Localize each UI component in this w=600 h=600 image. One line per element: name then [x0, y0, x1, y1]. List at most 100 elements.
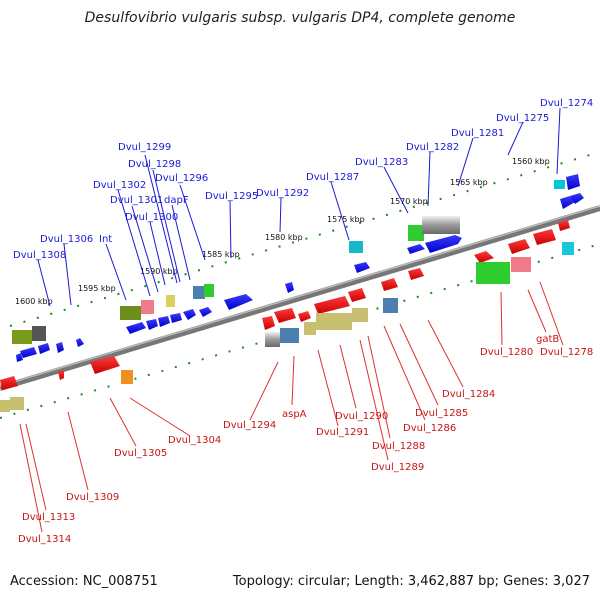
label-leader — [539, 281, 564, 346]
kbp-label: 1570 kbp — [390, 197, 428, 206]
gene-label[interactable]: Dvul_1290 — [335, 411, 388, 422]
gene-label[interactable]: Dvul_1292 — [256, 188, 309, 199]
gene-label[interactable]: Dvul_1291 — [316, 427, 369, 438]
gene-arrow[interactable] — [56, 342, 64, 353]
label-leader — [117, 189, 151, 297]
gene-arrow[interactable] — [570, 193, 584, 204]
gene-arrow[interactable] — [425, 235, 462, 253]
gene-label[interactable]: Int — [99, 234, 112, 245]
reverse-label-leaders — [19, 281, 564, 533]
label-leader — [179, 184, 206, 261]
gene-arrow[interactable] — [76, 338, 84, 347]
gene-arrow[interactable] — [348, 288, 366, 302]
feature-box — [422, 216, 460, 234]
gene-arrow[interactable] — [90, 356, 120, 374]
gene-label[interactable]: Dvul_1299 — [118, 142, 171, 153]
gene-label[interactable]: Dvul_1284 — [442, 389, 495, 400]
label-leader — [383, 325, 426, 421]
gene-label[interactable]: Dvul_1288 — [372, 441, 425, 452]
gene-label[interactable]: aspA — [282, 409, 307, 420]
label-leader — [37, 259, 51, 307]
gene-arrow[interactable] — [20, 347, 37, 358]
gene-arrow[interactable] — [285, 282, 294, 293]
genome-stats-label: Topology: circular; Length: 3,462,887 bp… — [232, 574, 590, 589]
gene-label[interactable]: Dvul_1289 — [371, 462, 424, 473]
gene-arrow[interactable] — [408, 268, 424, 280]
gene-arrow[interactable] — [298, 311, 311, 322]
gene-label[interactable]: Dvul_1313 — [22, 512, 75, 523]
feature-box — [265, 332, 280, 347]
gene-label[interactable]: gatB — [536, 334, 559, 345]
gene-label[interactable]: Dvul_1281 — [451, 128, 504, 139]
kbp-label: 1560 kbp — [512, 157, 550, 166]
gene-arrow[interactable] — [558, 220, 570, 231]
forward-label-leaders — [37, 107, 561, 307]
genome-backbone — [0, 205, 600, 391]
label-leader — [367, 335, 391, 439]
gene-label[interactable]: Dvul_1306 — [40, 234, 93, 245]
gene-label[interactable]: dapF — [164, 195, 189, 206]
gene-label[interactable]: Dvul_1287 — [306, 172, 359, 183]
gene-label[interactable]: Dvul_1274 — [540, 98, 593, 109]
gene-arrow[interactable] — [158, 316, 170, 327]
gene-label[interactable]: Dvul_1309 — [66, 492, 119, 503]
gene-arrow[interactable] — [199, 307, 212, 317]
kbp-label: 1575 kbp — [327, 215, 365, 224]
gene-label[interactable]: Dvul_1278 — [540, 347, 593, 358]
gene-label[interactable]: Dvul_1275 — [496, 113, 549, 124]
gene-label[interactable]: Dvul_1294 — [223, 420, 276, 431]
gene-arrow[interactable] — [533, 229, 556, 245]
gene-label[interactable]: Dvul_1298 — [128, 159, 181, 170]
gene-label[interactable]: Dvul_1295 — [205, 191, 258, 202]
feature-box — [32, 326, 46, 341]
gene-label[interactable]: Dvul_1301 — [110, 195, 163, 206]
gene-label[interactable]: Dvul_1280 — [480, 347, 533, 358]
gene-arrow[interactable] — [262, 316, 275, 330]
feature-box — [10, 397, 24, 410]
gene-arrow[interactable] — [274, 308, 296, 323]
gene-arrow[interactable] — [0, 376, 18, 390]
kbp-label: 1595 kbp — [78, 284, 116, 293]
gene-arrow[interactable] — [314, 296, 350, 314]
gene-arrow[interactable] — [38, 343, 50, 354]
gene-label[interactable]: Dvul_1308 — [13, 250, 66, 261]
gene-arrow[interactable] — [183, 309, 196, 320]
gene-arrow[interactable] — [224, 294, 253, 310]
gene-label[interactable]: Dvul_1305 — [114, 448, 167, 459]
feature-box — [141, 300, 154, 314]
kbp-label: 1565 kbp — [450, 178, 488, 187]
reverse-feature-boxes — [0, 242, 574, 412]
gene-arrow[interactable] — [354, 262, 370, 273]
gene-label[interactable]: Dvul_1314 — [18, 534, 71, 545]
gene-label[interactable]: Dvul_1285 — [415, 408, 468, 419]
gene-label[interactable]: Dvul_1286 — [403, 423, 456, 434]
gene-arrow[interactable] — [170, 313, 182, 323]
feature-box — [280, 328, 299, 343]
label-leader — [152, 169, 181, 283]
gene-label[interactable]: Dvul_1304 — [168, 435, 221, 446]
gene-arrow[interactable] — [566, 174, 580, 190]
gene-arrow[interactable] — [474, 251, 494, 263]
feature-box — [383, 298, 398, 313]
gene-label[interactable]: Dvul_1302 — [93, 180, 146, 191]
label-leader — [129, 397, 191, 437]
label-leader — [383, 166, 409, 214]
gene-arrow[interactable] — [381, 278, 398, 291]
gene-arrow[interactable] — [16, 353, 23, 362]
feature-box — [408, 225, 424, 241]
label-leader — [359, 339, 389, 461]
gene-label[interactable]: Dvul_1296 — [155, 173, 208, 184]
feature-box — [349, 241, 363, 253]
gene-arrow[interactable] — [560, 196, 575, 209]
label-leader — [109, 397, 137, 447]
gene-arrow[interactable] — [146, 319, 158, 330]
gene-arrow[interactable] — [508, 239, 530, 254]
gene-arrow[interactable] — [58, 370, 64, 380]
gene-label[interactable]: Dvul_1282 — [406, 142, 459, 153]
gene-label[interactable]: Dvul_1300 — [125, 212, 178, 223]
gene-label[interactable]: Dvul_1283 — [355, 157, 408, 168]
label-leader — [279, 197, 282, 233]
gene-arrow[interactable] — [407, 244, 425, 254]
gene-arrow[interactable] — [126, 322, 146, 334]
label-leader — [131, 205, 159, 293]
